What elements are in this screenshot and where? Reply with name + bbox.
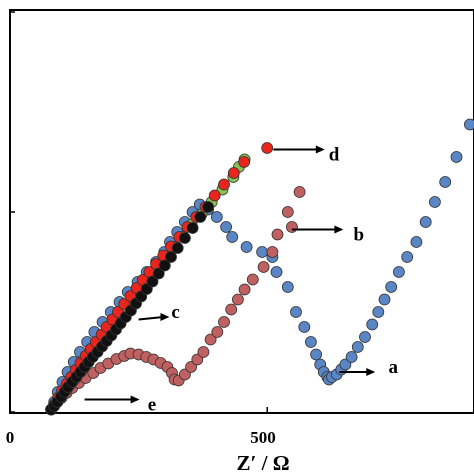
data-point-b: [293, 186, 306, 198]
data-point-a: [351, 341, 364, 353]
data-point-a: [439, 176, 452, 188]
data-point-e: [186, 222, 199, 234]
data-point-b: [271, 228, 284, 241]
data-point-e: [152, 267, 165, 280]
data-point-a: [304, 336, 317, 348]
data-point-a: [270, 266, 283, 278]
series-label-a: a: [389, 357, 399, 378]
data-point-e: [146, 275, 159, 288]
data-point-e: [158, 259, 171, 272]
data-point-a: [385, 281, 398, 293]
data-point-b: [225, 303, 238, 316]
arrow-head-e: [130, 395, 140, 404]
series-label-d: d: [329, 145, 340, 166]
data-point-b: [218, 316, 230, 328]
data-point-b: [246, 273, 259, 286]
series-labels: a b c d e: [148, 145, 399, 416]
series-b: [45, 186, 306, 416]
data-point-d: [218, 178, 230, 191]
data-point-d: [261, 142, 274, 154]
data-point-e: [194, 211, 207, 223]
x-tick-label-500: 500: [250, 428, 276, 447]
data-point-a: [220, 221, 233, 233]
data-point-b: [204, 333, 217, 346]
data-point-b: [285, 221, 298, 233]
data-point-a: [359, 331, 371, 343]
arrow-head-d: [315, 145, 325, 154]
arrow-line-c: [138, 316, 164, 321]
data-point-b: [238, 283, 251, 296]
data-point-a: [392, 266, 405, 278]
data-point-a: [366, 318, 379, 331]
data-point-b: [266, 246, 279, 258]
data-points: [45, 118, 474, 416]
data-point-e: [165, 251, 177, 263]
arrow-head-c: [160, 313, 170, 321]
data-point-a: [240, 241, 253, 253]
data-point-a: [210, 211, 223, 223]
series-label-e: e: [148, 395, 156, 416]
series-label-c: c: [171, 302, 179, 323]
data-point-a: [345, 351, 358, 363]
data-point-b: [211, 326, 224, 338]
data-point-b: [281, 206, 294, 218]
axis-ticks: [9, 11, 268, 413]
data-point-b: [231, 293, 244, 306]
series-label-b: b: [354, 225, 365, 246]
data-point-d: [227, 167, 240, 179]
data-point-e: [171, 242, 184, 254]
data-point-a: [256, 246, 269, 258]
data-point-a: [401, 251, 414, 263]
arrow-head-a: [366, 368, 376, 376]
series-arrows: [84, 145, 376, 404]
data-point-e: [178, 232, 191, 244]
arrow-head-b: [334, 225, 344, 234]
data-point-a: [450, 151, 463, 163]
data-point-a: [428, 196, 441, 208]
x-axis-title: Z′ / Ω: [236, 451, 289, 474]
x-tick-label-0: 0: [6, 428, 15, 447]
data-point-a: [226, 231, 239, 243]
data-point-a: [419, 216, 432, 228]
data-point-a: [281, 281, 294, 293]
data-point-e: [202, 201, 215, 213]
data-point-a: [298, 321, 311, 333]
data-point-a: [310, 348, 323, 361]
data-point-a: [372, 306, 385, 318]
data-point-a: [410, 236, 423, 248]
series-e: [45, 201, 215, 416]
data-point-a: [378, 293, 391, 306]
data-point-a: [464, 118, 474, 131]
data-point-d: [208, 189, 221, 202]
data-point-d: [238, 156, 251, 168]
data-point-b: [197, 346, 210, 358]
data-point-b: [257, 261, 270, 273]
data-point-a: [290, 306, 302, 318]
